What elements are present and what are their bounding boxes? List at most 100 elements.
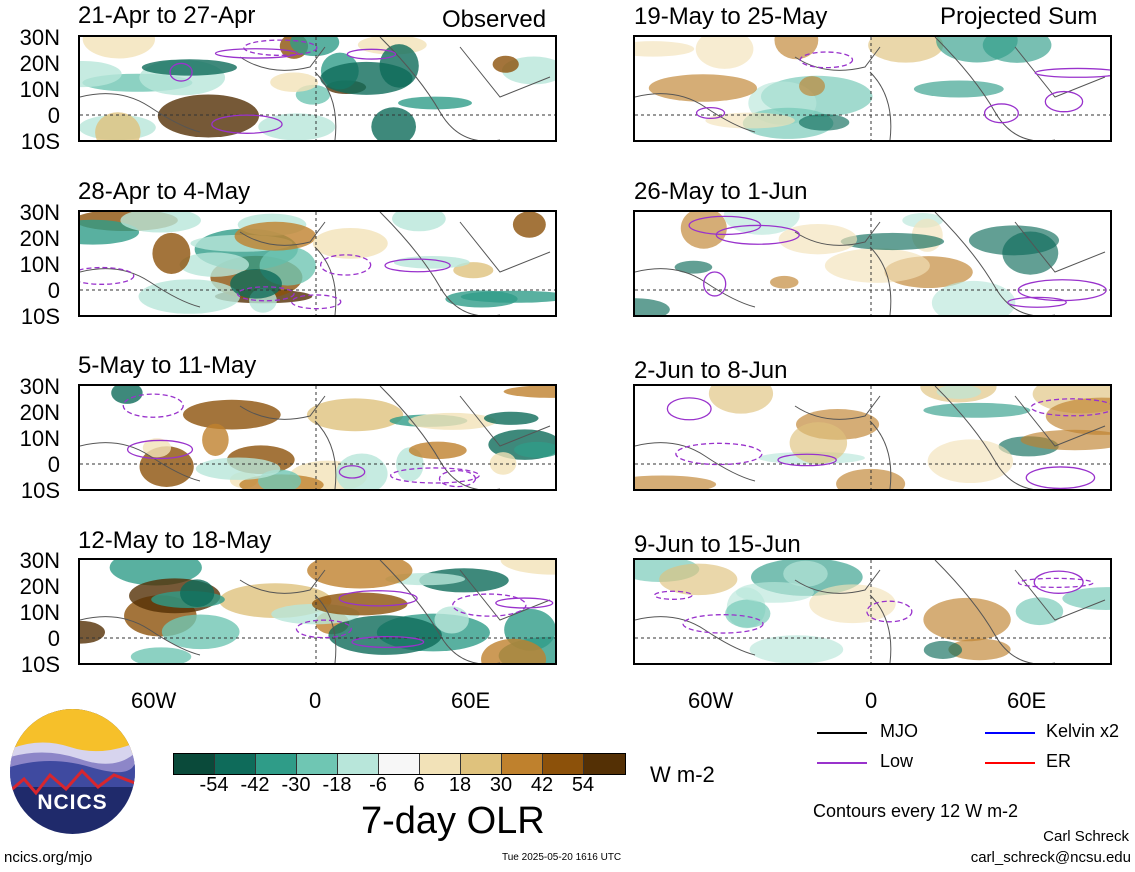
colorbar-swatch [256, 754, 297, 774]
olr-anomaly-blob [725, 599, 771, 628]
coastline [80, 386, 551, 489]
coastline [635, 212, 1106, 315]
low-contour [866, 600, 913, 623]
olr-anomaly-blob [130, 647, 192, 663]
low-contour [983, 103, 1019, 124]
author-name: Carl Schreck [1043, 828, 1129, 845]
olr-anomaly-blob [695, 37, 754, 69]
olr-anomaly-blob [789, 422, 848, 464]
map-panel-proj-2 [633, 210, 1112, 317]
site-link[interactable]: ncics.org/mjo [4, 849, 93, 866]
olr-anomaly-blob [1015, 597, 1064, 626]
olr-anomaly-blob [927, 439, 1014, 483]
low-contour [1007, 296, 1067, 308]
olr-anomaly-blob [453, 262, 494, 279]
olr-anomaly-blob [1045, 397, 1110, 435]
lon-label-0-right: 0 [865, 688, 878, 713]
panel-title-obs-1: 21-Apr to 27-Apr [78, 2, 256, 29]
olr-map [635, 386, 1110, 489]
low-contour [295, 619, 352, 639]
map-panel-proj-1 [633, 35, 1112, 142]
olr-anomaly-blob [635, 298, 670, 315]
colorbar-swatch [502, 754, 543, 774]
olr-anomaly-blob [705, 112, 795, 129]
low-contour [80, 266, 135, 285]
low-contour [777, 453, 837, 467]
olr-anomaly-blob [749, 635, 844, 663]
low-contour [243, 39, 318, 56]
colorbar-swatch [461, 754, 502, 774]
observed-label: Observed [442, 6, 547, 33]
olr-map [635, 560, 1110, 663]
olr-anomaly-blob [783, 560, 828, 587]
olr-anomaly-blob [82, 37, 156, 59]
olr-map [80, 386, 555, 489]
colorbar-tick-label: -30 [281, 774, 311, 796]
low-contour [1034, 67, 1110, 78]
coastline [80, 37, 551, 140]
olr-anomaly-blob [1020, 429, 1110, 451]
olr-anomaly-blob [336, 453, 388, 489]
olr-anomaly-blob [320, 61, 413, 95]
colorbar-swatch [338, 754, 379, 774]
colorbar-tick-label: 54 [571, 774, 595, 796]
olr-anomaly-blob [157, 94, 260, 138]
olr-anomaly-blob [371, 107, 416, 140]
olr-anomaly-blob [142, 438, 172, 458]
low-contour [169, 62, 193, 82]
legend-low-label: Low [880, 751, 914, 771]
lon-label-60e-left: 60E [451, 688, 491, 713]
legend-kelvin-line [985, 732, 1035, 734]
low-contour [346, 48, 397, 60]
coastline [635, 386, 1106, 489]
logo-text: NCICS [37, 791, 108, 814]
low-contour [211, 114, 283, 134]
olr-anomaly-blob [936, 37, 1018, 63]
low-contour [675, 442, 763, 466]
low-contour [682, 614, 764, 634]
coastline [635, 37, 1106, 140]
low-contour [338, 590, 418, 607]
olr-anomaly-blob [936, 386, 982, 399]
author-email: carl_schreck@ncsu.edu [970, 849, 1131, 866]
colorbar-tick-label: 42 [530, 774, 554, 796]
low-contour [703, 271, 727, 297]
colorbar-tick-label: -54 [199, 774, 229, 796]
olr-anomaly-blob [141, 59, 237, 76]
low-contour [319, 254, 372, 276]
lon-label-0-left: 0 [309, 688, 322, 713]
colorbar-swatch [379, 754, 420, 774]
colorbar-swatch [543, 754, 584, 774]
lon-label-60e-right: 60E [1007, 688, 1047, 713]
ncics-logo: NCICS [10, 709, 135, 834]
colorbar-tick-label: -18 [322, 774, 352, 796]
olr-anomaly-blob [307, 560, 413, 589]
legend-er-line [985, 762, 1035, 764]
olr-map [635, 212, 1110, 315]
olr-anomaly-blob [489, 452, 517, 475]
low-contour [290, 294, 342, 310]
olr-anomaly-blob [1002, 231, 1059, 275]
olr-anomaly-blob [138, 279, 241, 314]
olr-anomaly-blob [80, 61, 122, 88]
map-panel-obs-4 [78, 558, 557, 665]
low-contour [126, 439, 194, 460]
olr-anomaly-blob [635, 41, 695, 57]
olr-anomaly-blob [408, 441, 467, 460]
olr-anomaly-blob [182, 399, 281, 430]
panel-title-proj-1: 19-May to 25-May [634, 3, 828, 30]
olr-anomaly-blob [799, 76, 825, 96]
coastline [635, 560, 1106, 663]
map-panel-obs-2 [78, 210, 557, 317]
low-contour [495, 597, 554, 609]
olr-anomaly-blob [408, 412, 497, 430]
low-contour [438, 470, 477, 488]
olr-anomaly-blob [202, 423, 229, 456]
legend-mjo-label: MJO [880, 721, 918, 741]
coastline [80, 212, 551, 315]
olr-anomaly-blob [500, 560, 555, 575]
olr-anomaly-blob [393, 256, 470, 269]
olr-map [80, 212, 555, 315]
colorbar-title: 7-day OLR [361, 800, 545, 842]
olr-anomaly-blob [111, 386, 143, 404]
